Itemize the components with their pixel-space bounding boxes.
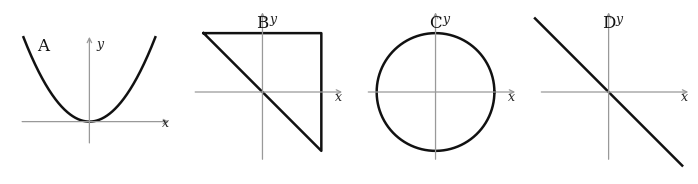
Text: B: B — [256, 15, 269, 31]
Text: y: y — [615, 13, 623, 26]
Text: x: x — [335, 91, 342, 104]
Text: C: C — [429, 15, 442, 31]
Text: D: D — [602, 15, 616, 31]
Text: y: y — [96, 38, 103, 51]
Text: y: y — [442, 13, 450, 26]
Text: y: y — [269, 13, 276, 26]
Text: x: x — [508, 91, 515, 104]
Text: x: x — [162, 117, 169, 130]
Text: x: x — [681, 91, 688, 104]
Text: A: A — [37, 38, 50, 54]
